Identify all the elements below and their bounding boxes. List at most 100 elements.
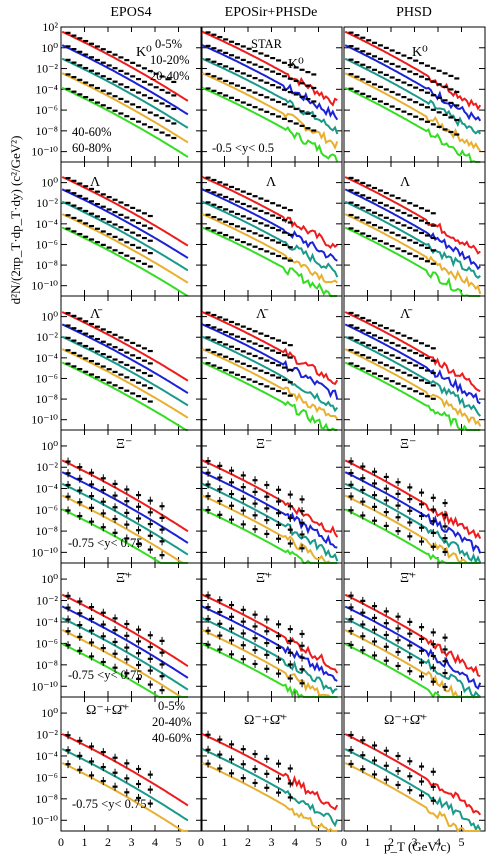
curve-r1-c2-40-60%	[201, 72, 339, 150]
y-axis-label: d²N/(2πp_T·dp_T·dy) (c²/GeV²)	[8, 136, 23, 305]
curve-r1-c3-0-5%	[344, 30, 482, 111]
curve-r4-c1-20-40%	[61, 482, 189, 556]
curve-r2-c2-40-60%	[201, 213, 338, 284]
y-tick-label-row4: 10⁻⁴	[35, 482, 58, 496]
curve-r3-c2-40-60%	[201, 348, 339, 420]
row3-eposir-particle: Λ̄	[256, 307, 269, 322]
y-tick-label-row2: 10⁻⁴	[35, 217, 58, 231]
cent6-label-20-40: 20-40%	[152, 715, 192, 729]
curve-r3-c2-10-20%	[201, 323, 339, 400]
curve-r6-c2-20-40%	[201, 748, 339, 828]
curve-r1-c2-10-20%	[201, 44, 339, 121]
curve-r3-c2-60-80%	[201, 361, 338, 431]
curve-r5-c1-20-40%	[61, 617, 189, 691]
row2-phsd-particle: Λ	[400, 175, 411, 190]
curve-r2-c1-10-20%	[61, 188, 189, 259]
curve-r2-c2-60-80%	[201, 226, 338, 297]
y-tick-label-row3: 10⁻⁶	[35, 371, 58, 385]
y-tick-label-row5: 10⁻⁴	[35, 615, 58, 629]
y-tick-label-row3: 10⁰	[41, 310, 58, 324]
row1-eposir-particle: K⁰	[288, 57, 304, 72]
curve-r6-c2-0-5%	[201, 733, 339, 811]
row1-epos4-particle: K⁰	[136, 45, 152, 60]
curve-r1-c1-60-80%	[61, 86, 189, 158]
curve-r1-c3-60-80%	[344, 86, 481, 164]
y-tick-label-row6: 10⁻¹⁰	[31, 813, 58, 827]
curve-r6-c3-20-40%	[344, 748, 482, 832]
y-tick-label-row3: 10⁻¹⁰	[31, 413, 58, 427]
y-tick-label-row2: 10⁻²	[36, 196, 58, 210]
y-tick-label-row2: 10⁻⁸	[35, 258, 58, 272]
curve-r3-c2-0-5%	[201, 311, 339, 386]
y-tick-label-row1: 10⁻⁶	[35, 103, 58, 117]
curve-r3-c1-10-20%	[61, 323, 189, 394]
row4-phsd-particle: Ξ⁻	[400, 437, 416, 452]
curve-r1-c2-20-40%	[201, 57, 339, 135]
x-tick-label-c3: 3	[412, 835, 418, 849]
row5-epos4-particle: Ξ̄⁺	[116, 571, 132, 586]
y-tick-label-row5: 10⁻⁸	[35, 658, 58, 672]
y-tick-label-row6: 10⁻⁴	[35, 749, 58, 763]
curve-r2-c1-20-40%	[61, 200, 189, 272]
curve-r3-c3-0-5%	[344, 311, 481, 393]
y-tick-label-row3: 10⁻⁸	[35, 392, 58, 406]
y-tick-label-row1: 10²	[42, 20, 58, 34]
x-tick-label-c1: 5	[176, 835, 182, 849]
panel-frame-r3-c1	[60, 295, 203, 431]
row6-epos4-particle: Ω⁻+Ω̄⁺	[86, 703, 129, 718]
curve-r1-c1-20-40%	[61, 57, 189, 129]
y-tick-label-row5: 10⁻⁶	[35, 636, 58, 650]
star-label: STAR	[251, 37, 283, 51]
row5-eposir-particle: Ξ̄⁺	[256, 571, 272, 586]
x-tick-label-c3: 2	[388, 835, 394, 849]
row5-phsd-particle: Ξ̄⁺	[400, 571, 416, 586]
curve-r4-c2-0-5%	[201, 459, 339, 538]
curve-r3-c3-10-20%	[344, 323, 481, 405]
cent6-label-40-60: 40-60%	[152, 731, 192, 745]
curve-r2-c3-20-40%	[344, 200, 481, 279]
x-tick-label-c1: 0	[58, 835, 64, 849]
x-tick-label-c2: 4	[292, 835, 298, 849]
row3-epos4-particle: Λ̄	[90, 307, 103, 322]
curve-r6-c2-40-60%	[201, 762, 338, 833]
y-tick-label-row1: 10⁻²	[36, 62, 58, 76]
curve-r5-c3-0-5%	[344, 593, 481, 678]
curve-r5-c2-40-60%	[201, 629, 338, 698]
y-tick-label-row5: 10⁻²	[36, 594, 58, 608]
row1-phsd-particle: K⁰	[412, 45, 428, 60]
curve-r5-c2-20-40%	[201, 617, 338, 695]
rapidity-label-row5: -0.75 <y< 0.75	[68, 668, 143, 682]
curve-r1-c3-20-40%	[344, 57, 482, 135]
rapidity-label-row1: -0.5 <y< 0.5	[212, 141, 274, 155]
curve-r5-c2-0-5%	[201, 593, 339, 674]
y-tick-label-row5: 10⁰	[41, 572, 58, 586]
cent-label-60-80: 60-80%	[72, 141, 112, 155]
y-tick-label-row4: 10⁻⁸	[35, 524, 58, 538]
x-axis-label: p_T (GeV/c)	[384, 839, 451, 854]
y-tick-label-row1: 10⁻¹⁰	[31, 145, 58, 159]
curve-r2-c3-0-5%	[344, 176, 481, 255]
curve-r2-c1-40-60%	[61, 213, 189, 284]
x-tick-label-c1: 4	[152, 835, 158, 849]
curve-r4-c3-20-40%	[344, 482, 482, 565]
curve-r3-c1-0-5%	[61, 311, 189, 382]
curve-r4-c2-40-60%	[201, 494, 338, 565]
curve-r1-c3-40-60%	[344, 72, 482, 152]
curve-r6-c1-0-5%	[61, 733, 189, 807]
x-tick-label-c3: 4	[435, 835, 441, 849]
column-title-phsd: PHSD	[396, 5, 432, 20]
curve-r5-c3-20-40%	[344, 617, 481, 699]
curve-r2-c3-60-80%	[344, 226, 481, 297]
y-tick-label-row6: 10⁻⁶	[35, 770, 58, 784]
curve-r2-c3-10-20%	[344, 188, 481, 271]
y-tick-label-row2: 10⁰	[41, 176, 58, 190]
curve-r1-c1-40-60%	[61, 72, 189, 144]
x-tick-label-c1: 1	[82, 835, 88, 849]
row2-eposir-particle: Λ	[266, 175, 277, 190]
curve-r2-c1-60-80%	[61, 226, 189, 297]
panel-grid: 10²10⁰10⁻²10⁻⁴10⁻⁶10⁻⁸10⁻¹⁰10⁰10⁻²10⁻⁴10…	[31, 20, 486, 849]
figure-labels: EPOS4 EPOSir+PHSDe PHSD d²N/(2πp_T·dp_T·…	[8, 5, 451, 854]
curve-r6-c3-40-60%	[344, 762, 481, 833]
curve-r5-c1-10-20%	[61, 605, 189, 679]
x-tick-label-c2: 0	[198, 835, 204, 849]
